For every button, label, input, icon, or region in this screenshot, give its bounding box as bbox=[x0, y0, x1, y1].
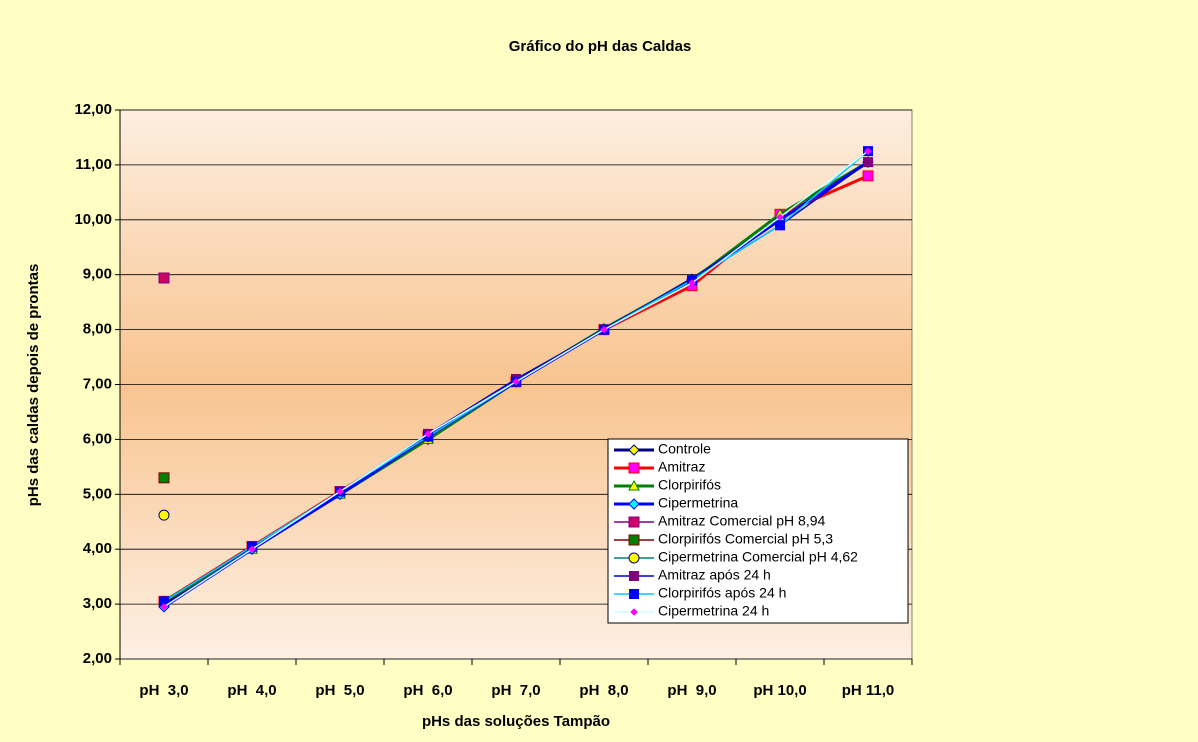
marker bbox=[629, 589, 639, 599]
marker bbox=[864, 147, 872, 155]
legend-label: Cipermetrina 24 h bbox=[658, 603, 769, 619]
y-tick-label: 7,00 bbox=[83, 375, 112, 392]
x-tick-label: pH 3,0 bbox=[139, 682, 188, 699]
x-tick-label: pH 9,0 bbox=[667, 682, 716, 699]
y-tick-label: 11,00 bbox=[75, 156, 112, 173]
marker bbox=[158, 272, 170, 284]
y-tick-label: 3,00 bbox=[83, 595, 112, 612]
y-tick-label: 8,00 bbox=[83, 321, 112, 338]
marker bbox=[630, 608, 638, 616]
legend-label: Amitraz Comercial pH 8,94 bbox=[658, 513, 825, 529]
legend-label: Amitraz após 24 h bbox=[658, 567, 771, 583]
marker bbox=[628, 498, 640, 510]
marker bbox=[628, 462, 640, 474]
y-tick-label: 12,00 bbox=[74, 101, 112, 118]
marker bbox=[628, 516, 640, 528]
marker bbox=[424, 430, 432, 438]
x-tick-label: pH 6,0 bbox=[403, 682, 452, 699]
marker bbox=[775, 220, 785, 231]
marker bbox=[628, 444, 640, 456]
x-tick-label: pH 11,0 bbox=[842, 682, 895, 699]
legend-label: Controle bbox=[658, 441, 711, 457]
x-tick-label: pH 7,0 bbox=[491, 682, 540, 699]
y-tick-label: 6,00 bbox=[83, 430, 112, 447]
marker bbox=[158, 472, 170, 484]
legend-label: Clorpirifós Comercial pH 5,3 bbox=[658, 531, 833, 547]
marker bbox=[512, 378, 520, 386]
legend-label: Clorpirifós após 24 h bbox=[658, 585, 786, 601]
marker bbox=[776, 213, 784, 221]
x-tick-label: pH 8,0 bbox=[579, 682, 628, 699]
marker bbox=[160, 603, 168, 611]
chart-title: Gráfico do pH das Caldas bbox=[509, 38, 692, 55]
y-tick-label: 5,00 bbox=[83, 485, 112, 502]
y-tick-label: 9,00 bbox=[83, 266, 112, 283]
marker bbox=[628, 534, 640, 546]
marker bbox=[159, 596, 169, 607]
legend-label: Cipermetrina bbox=[658, 495, 738, 511]
marker bbox=[628, 479, 640, 491]
legend-label: Clorpirifós bbox=[658, 477, 721, 493]
legend-label: Cipermetrina Comercial pH 4,62 bbox=[658, 549, 858, 565]
x-tick-label: pH 4,0 bbox=[227, 682, 276, 699]
marker bbox=[336, 487, 344, 496]
y-tick-label: 10,00 bbox=[74, 211, 112, 228]
legend-label: Amitraz bbox=[658, 459, 705, 475]
marker bbox=[863, 157, 873, 168]
y-tick-label: 2,00 bbox=[83, 650, 112, 667]
marker bbox=[600, 325, 608, 334]
marker bbox=[862, 170, 874, 182]
x-tick-label: pH 5,0 bbox=[315, 682, 364, 699]
y-tick-label: 4,00 bbox=[83, 540, 112, 557]
x-axis-label: pHs das soluções Tampão bbox=[422, 713, 610, 730]
marker bbox=[628, 552, 640, 564]
y-axis-label: pHs das caldas depois de prontas bbox=[25, 264, 42, 507]
marker bbox=[629, 571, 639, 581]
marker bbox=[158, 509, 170, 521]
legend-box bbox=[607, 438, 909, 624]
legend: Controle Amitraz Clorpirifós Cipermetrina Am… bbox=[607, 438, 909, 624]
marker bbox=[248, 545, 256, 553]
x-tick-label: pH 10,0 bbox=[753, 682, 806, 699]
marker bbox=[688, 279, 696, 287]
